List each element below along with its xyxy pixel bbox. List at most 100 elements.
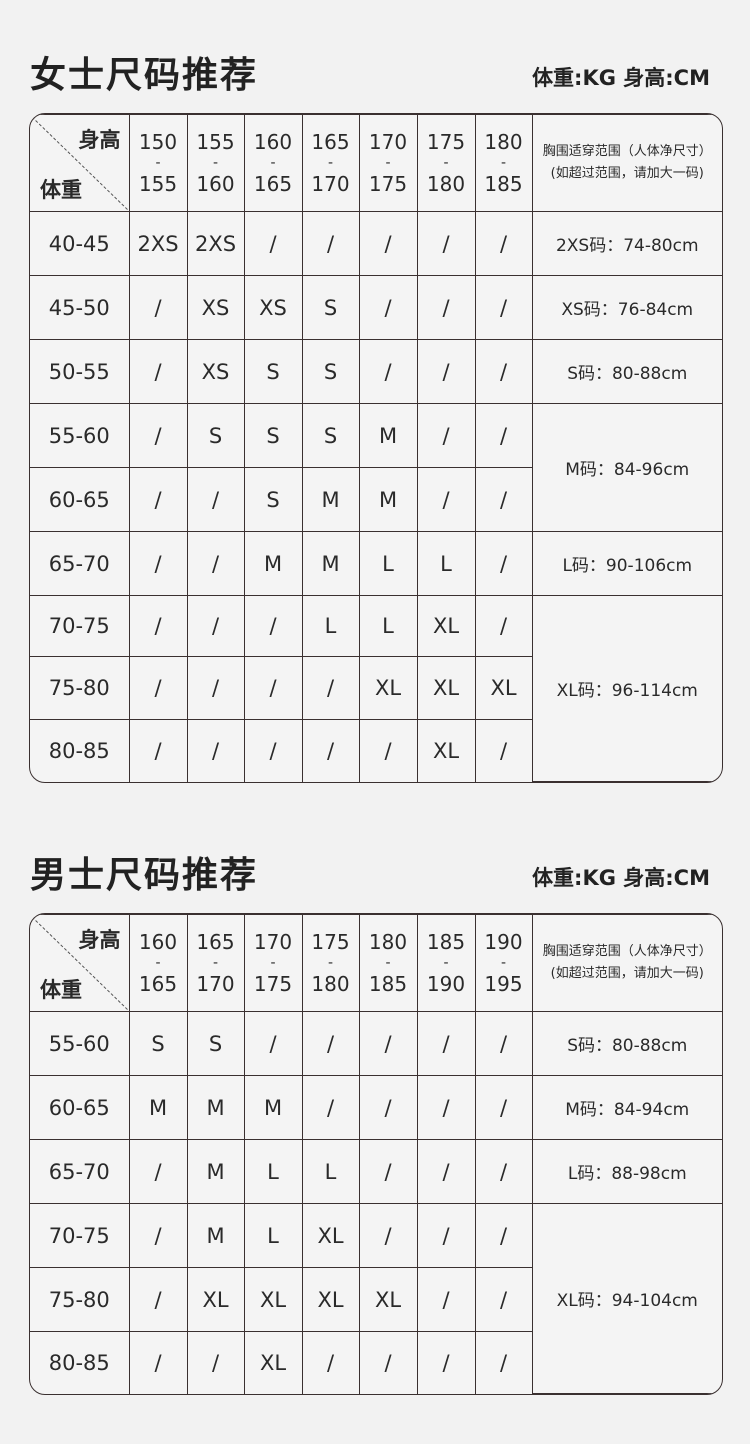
size-cell: M [186,1139,245,1204]
height-to: 190 [426,972,466,996]
size-cell: / [358,719,418,782]
corner-height-label: 身高 [78,128,121,152]
size-cell: XL [243,1331,303,1394]
size-cell: M [186,1203,245,1268]
size-cell: L [358,531,418,596]
size-cell: S [301,275,360,340]
height-range-header: 150-155 [128,114,188,212]
height-from: 165 [196,930,235,954]
size-cell: / [416,1075,476,1140]
size-cell: / [128,531,188,596]
men-title: 男士尺码推荐 [30,855,259,896]
weight-range-cell: 55-60 [30,403,130,468]
range-dash: - [270,955,276,971]
size-cell: / [416,467,476,532]
range-dash: - [212,155,219,171]
height-from: 180 [484,130,523,154]
height-from: 175 [426,130,466,154]
range-dash: - [500,155,507,171]
header-row: 身高 体重 160-165 165-170 170-175 175-180 180-185 1… [30,914,722,1012]
size-cell: / [474,1075,533,1140]
height-to: 180 [311,972,350,996]
weight-range-cell: 75-80 [30,1267,130,1332]
size-cell: / [301,1331,360,1394]
size-cell: S [186,1011,245,1076]
size-cell: / [474,1011,533,1076]
height-to: 160 [196,172,235,196]
range-dash: - [500,955,507,971]
size-cell: M [301,531,360,596]
range-dash: - [270,155,276,171]
size-cell: / [301,1011,360,1076]
size-cell: / [416,339,476,404]
size-cell: XL [301,1267,360,1332]
size-cell: / [186,656,245,720]
weight-range-cell: 65-70 [30,1139,130,1204]
table-row: 50-55/XS S S / / / S码：80-88cm [30,339,722,404]
table-row: 70-75/M L XL / / / XL码：94-104cm [30,1203,722,1394]
size-cell: S [301,339,360,404]
height-range-header: 180-185 [474,114,533,212]
range-dash: - [155,155,161,171]
height-from: 170 [253,930,293,954]
table-row: 65-70/M L L / / / L码：88-98cm [30,1139,722,1204]
height-to: 165 [138,972,178,996]
size-cell: L [243,1203,303,1268]
table-row: 60-65// S M M / / [30,467,722,532]
size-cell: L [243,1139,303,1204]
range-dash: - [327,955,334,971]
weight-range-cell: 80-85 [30,719,130,782]
women-table: 身高 体重 150-155 155-160 160-165 165-170 170-175 1… [30,114,722,782]
height-from: 165 [311,130,350,154]
size-cell: / [128,1267,188,1332]
table-row: 45-50/XS XS S / / / XS码：76-84cm [30,275,722,340]
chest-header-line: (如超过范围，请加大一码) [550,966,704,981]
size-cell: 2XS [186,211,245,276]
size-cell: / [416,1011,476,1076]
size-cell: S [186,403,245,468]
height-to: 170 [196,972,235,996]
size-cell: / [243,595,303,657]
size-cell: / [474,1203,533,1268]
height-from: 185 [426,930,466,954]
height-to: 165 [253,172,293,196]
size-cell: / [128,1139,188,1204]
weight-range-cell: 70-75 [30,1203,130,1268]
size-cell: XS [186,275,245,340]
size-cell: / [358,1331,418,1394]
size-cell: L [301,595,360,657]
size-cell: M [186,1075,245,1140]
size-cell: M [358,467,418,532]
chest-range-header: 胸围适穿范围（人体净尺寸） (如超过范围，请加大一码) [531,114,722,212]
height-range-header: 185-190 [416,914,476,1012]
height-to: 175 [253,972,293,996]
size-cell: / [128,1331,188,1394]
size-cell: L [358,595,418,657]
weight-range-cell: 60-65 [30,1075,130,1140]
height-from: 150 [138,130,178,154]
corner-weight-label: 体重 [40,178,82,202]
height-range-header: 170-175 [243,914,303,1012]
size-cell: 2XS [128,211,188,276]
size-cell: S [243,467,303,532]
size-cell: / [186,719,245,782]
men-table: 身高 体重 160-165 165-170 170-175 175-180 180-185 1… [30,914,722,1394]
size-cell: / [416,1139,476,1204]
diagonal-divider [31,116,129,211]
height-range-header: 160-165 [243,114,303,212]
size-cell: / [243,211,303,276]
size-cell: / [128,403,188,468]
size-cell: / [243,1011,303,1076]
size-cell: / [243,719,303,782]
size-cell: XL [243,1267,303,1332]
weight-range-cell: 45-50 [30,275,130,340]
size-cell: / [128,339,188,404]
size-cell: XL [358,1267,418,1332]
size-cell: / [416,1203,476,1268]
corner-cell: 身高 体重 [30,914,130,1012]
height-range-header: 190-195 [474,914,533,1012]
size-cell: / [474,403,533,468]
size-cell: / [474,1139,533,1204]
size-cell: / [474,595,533,657]
size-cell: / [186,595,245,657]
